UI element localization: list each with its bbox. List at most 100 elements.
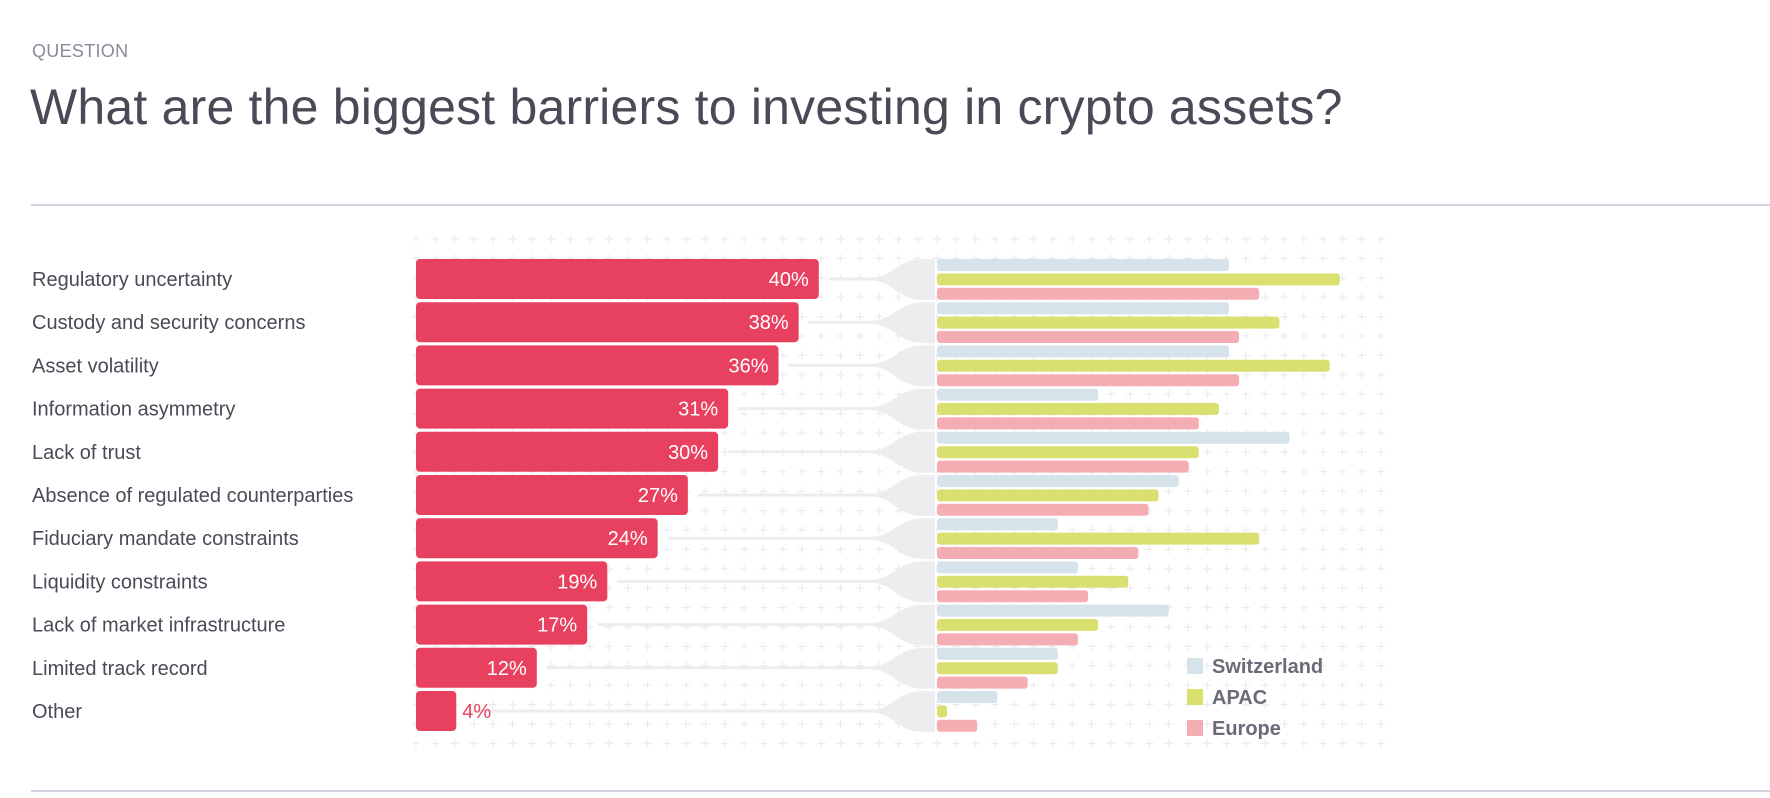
grid-plus	[1164, 487, 1173, 496]
grid-plus	[778, 506, 787, 515]
grid-plus	[547, 739, 556, 748]
region-bar-apac	[937, 316, 1280, 329]
grid-plus	[740, 603, 749, 612]
grid-plus	[527, 700, 536, 709]
value-label: 40%	[769, 269, 809, 291]
grid-plus	[1029, 235, 1038, 243]
grid-plus	[1010, 739, 1019, 748]
grid-plus	[759, 603, 768, 612]
grid-plus	[817, 526, 826, 534]
grid-plus	[759, 564, 768, 573]
grid-plus	[759, 409, 768, 418]
grid-plus	[1377, 429, 1385, 437]
grid-plus	[720, 429, 729, 437]
connector-funnel	[738, 388, 935, 430]
grid-plus	[778, 720, 787, 728]
grid-plus	[1299, 623, 1308, 631]
grid-plus	[1338, 661, 1347, 670]
grid-plus	[817, 564, 826, 573]
grid-plus	[585, 681, 594, 690]
grid-plus	[1241, 370, 1250, 379]
grid-plus	[875, 564, 884, 573]
grid-plus	[991, 235, 999, 243]
grid-plus	[1010, 235, 1019, 243]
grid-plus	[585, 235, 594, 243]
grid-plus	[1319, 467, 1328, 476]
grid-plus	[1280, 603, 1289, 612]
grid-plus	[1203, 603, 1212, 612]
grid-plus	[1377, 720, 1385, 728]
grid-plus	[643, 642, 652, 651]
grid-plus	[1184, 235, 1192, 243]
connector-funnel	[617, 561, 935, 603]
grid-plus	[759, 739, 768, 748]
grid-plus	[643, 681, 652, 690]
grid-plus	[1299, 332, 1308, 340]
grid-plus	[1241, 603, 1250, 612]
region-bar-europe	[937, 417, 1199, 430]
grid-plus	[1241, 332, 1250, 340]
grid-plus	[1261, 390, 1270, 399]
grid-plus	[1261, 293, 1270, 302]
region-bar-europe	[937, 503, 1149, 516]
grid-plus	[643, 564, 652, 573]
category-label: Regulatory uncertainty	[32, 269, 232, 291]
grid-plus	[952, 235, 961, 243]
region-bar-switzerland	[937, 431, 1290, 444]
grid-plus	[894, 642, 903, 651]
grid-plus	[1126, 584, 1135, 593]
grid-plus	[1203, 467, 1212, 476]
grid-plus	[605, 603, 613, 612]
chart-row: Custody and security concerns 38%	[32, 302, 1280, 343]
grid-plus	[1357, 584, 1366, 593]
grid-plus	[778, 681, 787, 690]
grid-plus	[1068, 739, 1077, 748]
grid-plus	[798, 312, 806, 321]
grid-plus	[1338, 448, 1347, 457]
grid-plus	[1145, 584, 1154, 593]
grid-plus	[1319, 429, 1328, 437]
grid-plus	[624, 564, 633, 573]
grid-plus	[836, 739, 845, 748]
grid-plus	[1222, 739, 1231, 748]
grid-plus	[1338, 467, 1347, 476]
grid-plus	[1357, 661, 1366, 670]
grid-plus	[1203, 390, 1212, 399]
grid-plus	[1203, 681, 1212, 690]
grid-plus	[1145, 390, 1154, 399]
grid-plus	[1241, 487, 1250, 496]
grid-plus	[1145, 700, 1154, 709]
grid-plus	[1280, 642, 1289, 651]
grid-plus	[1357, 739, 1366, 748]
grid-plus	[489, 700, 498, 709]
grid-plus	[1338, 235, 1347, 243]
grid-plus	[836, 681, 845, 690]
grid-plus	[759, 235, 768, 243]
grid-plus	[1357, 623, 1366, 631]
region-bar-switzerland	[937, 561, 1078, 574]
grid-plus	[585, 700, 594, 709]
connector-funnel	[697, 475, 935, 516]
grid-plus	[817, 235, 826, 243]
region-bar-switzerland	[937, 259, 1230, 271]
grid-plus	[662, 526, 671, 534]
grid-plus	[1126, 681, 1135, 690]
grid-plus	[740, 700, 749, 709]
grid-plus	[875, 235, 884, 243]
grid-plus	[1203, 487, 1212, 496]
grid-plus	[1280, 584, 1289, 593]
grid-plus	[701, 700, 710, 709]
grid-plus	[412, 739, 420, 748]
grid-plus	[585, 739, 594, 748]
grid-plus	[720, 739, 729, 748]
grid-plus	[1299, 487, 1308, 496]
grid-plus	[1241, 235, 1250, 243]
grid-plus	[662, 739, 671, 748]
grid-plus	[489, 739, 498, 748]
grid-plus	[875, 584, 884, 593]
grid-plus	[624, 720, 633, 728]
grid-plus	[894, 739, 903, 748]
grid-plus	[1261, 584, 1270, 593]
grid-plus	[740, 584, 749, 593]
category-label: Liquidity constraints	[32, 571, 208, 593]
